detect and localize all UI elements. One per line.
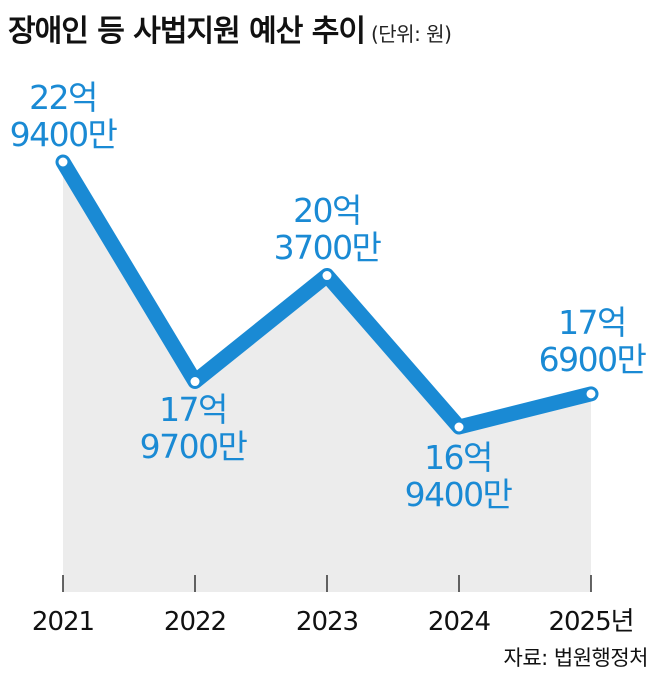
data-label-1-line-1: 9700만 [140, 427, 248, 466]
x-tick-label-0: 2021 [32, 607, 94, 637]
x-tick-label-4: 2025년 [548, 607, 633, 637]
data-label-0-line-1: 9400만 [10, 115, 118, 154]
data-point-0 [56, 155, 70, 169]
x-tick-label-1: 2022 [164, 607, 226, 637]
chart-title: 장애인 등 사법지원 예산 추이 [8, 14, 366, 49]
data-label-2-line-0: 20억 [293, 191, 361, 230]
data-point-1 [188, 375, 202, 389]
unit-label: (단위: 원) [370, 22, 452, 46]
data-label-3-line-1: 9400만 [405, 475, 513, 514]
area-fill [63, 162, 591, 592]
data-label-0-line-0: 22억 [29, 78, 97, 117]
data-point-2 [320, 269, 334, 283]
data-label-4-line-0: 17억 [558, 303, 626, 342]
x-tick-label-3: 2024 [428, 607, 491, 637]
source-note: 자료: 법원행정처 [503, 646, 649, 670]
data-label-4-line-1: 6900만 [539, 340, 647, 379]
data-label-1-line-0: 17억 [159, 390, 227, 429]
data-label-3-line-0: 16억 [424, 438, 492, 477]
data-point-4 [584, 387, 598, 401]
data-label-2-line-1: 3700만 [274, 228, 382, 267]
x-tick-label-2: 2023 [296, 607, 358, 637]
data-point-3 [452, 420, 466, 434]
chart-header: 장애인 등 사법지원 예산 추이 (단위: 원) [8, 6, 452, 50]
